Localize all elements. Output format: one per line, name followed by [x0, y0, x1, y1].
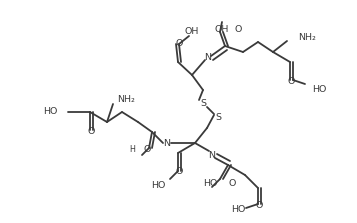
Text: O: O	[87, 128, 95, 136]
Text: O: O	[143, 145, 151, 155]
Text: OH: OH	[185, 27, 199, 37]
Text: HO: HO	[312, 85, 326, 95]
Text: O: O	[234, 25, 242, 35]
Text: S: S	[215, 114, 221, 122]
Text: HO: HO	[203, 180, 218, 188]
Text: O: O	[228, 180, 236, 188]
Text: HO: HO	[44, 107, 58, 116]
Text: S: S	[200, 99, 206, 107]
Text: N: N	[208, 151, 216, 159]
Text: OH: OH	[215, 25, 229, 35]
Text: NH₂: NH₂	[298, 33, 316, 43]
Text: O: O	[255, 200, 263, 209]
Text: O: O	[175, 39, 183, 48]
Text: N: N	[164, 138, 171, 147]
Text: H: H	[129, 145, 135, 155]
Text: O: O	[287, 78, 295, 87]
Text: NH₂: NH₂	[117, 95, 135, 105]
Text: HO: HO	[231, 206, 245, 215]
Text: HO: HO	[151, 180, 165, 190]
Text: O: O	[175, 167, 183, 176]
Text: N: N	[205, 54, 211, 62]
